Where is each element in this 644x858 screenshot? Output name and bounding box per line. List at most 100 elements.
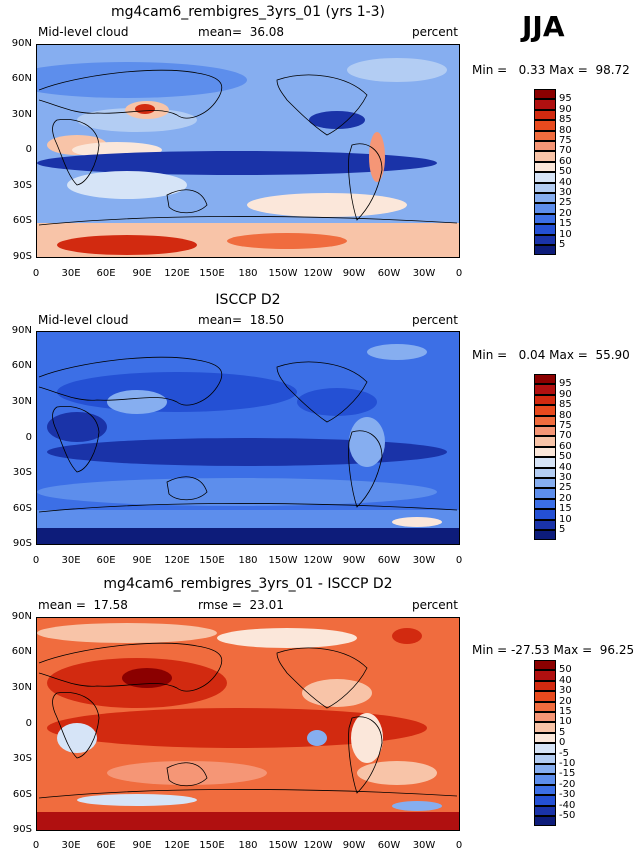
p3-y-tick-2: 30N [11,682,32,693]
p2-y-tick-4: 30S [12,467,32,478]
colorbar-swatch [534,467,556,478]
colorbar-label: 10 [559,513,572,525]
colorbar-swatch [534,530,556,541]
p3-y-tick-0: 90N [11,611,32,622]
p1-y-tick-5: 60S [12,215,32,226]
colorbar-swatch [534,99,556,110]
colorbar-swatch [534,405,556,416]
p2-x-tick-7: 150W [268,555,298,566]
p1-x-tick-12: 0 [455,268,463,279]
colorbar-label: 5 [559,524,566,535]
p2-x-tick-4: 120E [164,555,190,566]
p1-x-tick-8: 120W [303,268,333,279]
colorbar-swatch [534,130,556,141]
colorbar-label: 20 [559,492,572,504]
colorbar-label: -20 [559,778,576,790]
p3-x-tick-5: 150E [199,840,225,851]
p3-x-tick-6: 180 [238,840,258,851]
colorbar-swatch [534,172,556,183]
p1-x-tick-3: 90E [132,268,152,279]
colorbar-swatch [534,660,556,671]
colorbar-label: 70 [559,145,572,157]
colorbar-swatch [534,701,556,712]
colorbar-label: 50 [559,451,572,463]
colorbar-label: -5 [559,747,569,759]
colorbar-swatch [534,213,556,225]
p3-x-tick-3: 90E [132,840,152,851]
colorbar-swatch [534,488,556,499]
panel-1-units: percent [412,25,458,39]
panel-2-left-label: Mid-level cloud [38,313,129,327]
colorbar-label: 30 [559,685,572,697]
panel-2-map-field [37,332,459,544]
p2-y-tick-6: 90S [12,538,32,549]
p2-x-tick-5: 150E [199,555,225,566]
p2-x-tick-6: 180 [238,555,258,566]
season-label: JJA [522,10,565,43]
panel-3-stats: Min = -27.53 Max = 96.25 [472,643,635,657]
p1-y-tick-3: 0 [25,144,32,155]
panel-2-colorbar: 95 90 85 80 75 70 60 50 40 30 25 20 15 10 5 [534,374,624,542]
p3-y-tick-5: 60S [12,789,32,800]
colorbar-label: 5 [559,726,566,738]
p1-x-tick-2: 60E [96,268,116,279]
colorbar-label: -50 [559,810,576,821]
colorbar-swatch [534,519,556,530]
colorbar-label: -15 [559,768,576,780]
p2-x-tick-1: 30E [61,555,81,566]
colorbar-label: -40 [559,799,576,811]
p1-y-tick-2: 30N [11,109,32,120]
p3-x-tick-10: 60W [377,840,401,851]
colorbar-swatch [534,224,556,235]
colorbar-swatch [534,816,556,827]
p1-x-tick-9: 90W [342,268,366,279]
panel-3-map-field [37,618,459,830]
colorbar-label: 70 [559,430,572,442]
p2-y-tick-3: 0 [25,432,32,443]
colorbar-swatch [534,691,556,702]
colorbar-swatch [534,795,556,806]
colorbar-swatch [534,774,556,785]
colorbar-swatch [534,384,556,395]
p2-x-tick-8: 120W [303,555,333,566]
p3-x-tick-8: 120W [303,840,333,851]
p2-x-tick-2: 60E [96,555,116,566]
p1-x-tick-10: 60W [377,268,401,279]
colorbar-swatch [534,415,556,426]
colorbar-swatch [534,193,556,204]
colorbar-swatch [534,446,556,458]
panel-3-map [36,617,460,831]
p2-y-tick-2: 30N [11,396,32,407]
colorbar-swatch [534,680,556,692]
panel-2-units: percent [412,313,458,327]
panel-3-mean-label: mean = 17.58 [38,598,128,612]
colorbar-label: 20 [559,695,572,707]
colorbar-swatch [534,498,556,510]
p3-y-tick-3: 0 [25,718,32,729]
panel-1-title: mg4cam6_rembigres_3yrs_01 (yrs 1-3) [110,4,386,20]
colorbar-label: 10 [559,716,572,728]
p3-x-tick-2: 60E [96,840,116,851]
colorbar-swatch [534,151,556,162]
panel-3-units: percent [412,598,458,612]
p3-x-tick-11: 30W [412,840,436,851]
colorbar-label: 75 [559,420,572,431]
p1-y-tick-1: 60N [11,73,32,84]
colorbar-label: 25 [559,482,572,494]
colorbar-swatch [534,764,556,775]
colorbar-label: -10 [559,758,576,769]
colorbar-label: 15 [559,218,572,230]
colorbar-swatch [534,436,556,447]
colorbar-label: 90 [559,103,572,115]
colorbar-swatch [534,712,556,723]
colorbar-label: 75 [559,135,572,146]
colorbar-label: 0 [559,737,566,749]
colorbar-swatch [534,670,556,681]
p1-x-tick-11: 30W [412,268,436,279]
colorbar-label: 50 [559,166,572,178]
panel-1-stats: Min = 0.33 Max = 98.72 [472,63,630,77]
panel-2-title: ISCCP D2 [215,292,281,308]
colorbar-label: 50 [559,664,572,676]
p1-x-tick-6: 180 [238,268,258,279]
panel-3-colorbar: 50 40 30 20 15 10 5 0 -5 -10 -15 -20 -30 -40 -50 [534,660,624,828]
